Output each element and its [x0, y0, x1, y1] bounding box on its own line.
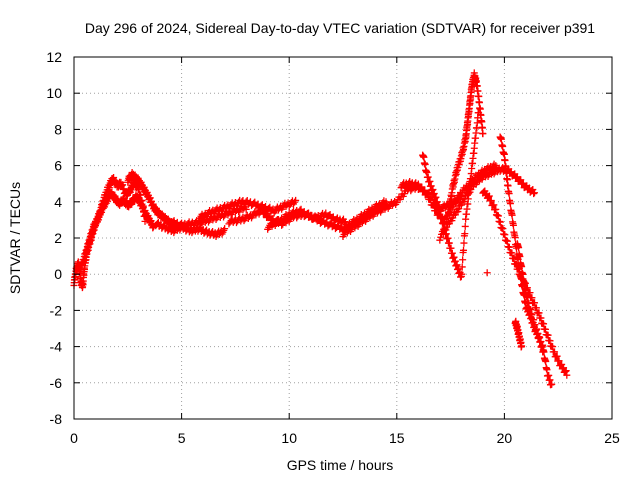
- series-arc13: [436, 164, 539, 244]
- data-point: [505, 190, 513, 198]
- data-point: [509, 221, 517, 229]
- data-point: [258, 206, 266, 214]
- y-tick-label: -6: [50, 375, 63, 391]
- data-point: [531, 189, 539, 197]
- x-tick-label: 10: [281, 430, 297, 446]
- x-tick-label: 5: [178, 430, 186, 446]
- data-point: [521, 279, 529, 287]
- y-tick-label: 10: [46, 85, 62, 101]
- data-point: [542, 357, 550, 365]
- data-point: [515, 244, 523, 252]
- series-arc10: [397, 160, 500, 227]
- data-point: [292, 196, 300, 204]
- data-point: [461, 230, 469, 238]
- data-point: [511, 234, 519, 242]
- data-point: [518, 342, 526, 350]
- data-point: [508, 211, 516, 219]
- data-point: [563, 371, 571, 379]
- series-arc18: [483, 269, 491, 277]
- data-point: [516, 252, 524, 260]
- x-axis-label: GPS time / hours: [287, 457, 394, 473]
- y-tick-label: 4: [54, 194, 62, 210]
- x-tick-label: 15: [389, 430, 405, 446]
- y-axis-ticks: -8 -6 -4 -2 0 2 4 6 8 10 12: [46, 49, 612, 427]
- series-arc15: [496, 133, 547, 356]
- data-point: [460, 246, 468, 254]
- data-points: [70, 69, 571, 389]
- series-arc12: [444, 69, 487, 217]
- data-point: [458, 270, 466, 278]
- data-point: [530, 190, 538, 198]
- series-arc17: [511, 317, 526, 351]
- y-tick-label: 6: [54, 158, 62, 174]
- x-tick-label: 0: [70, 430, 78, 446]
- data-point: [221, 225, 229, 233]
- y-tick-label: 8: [54, 121, 62, 137]
- chart-title: Day 296 of 2024, Sidereal Day-to-day VTE…: [85, 20, 595, 36]
- data-point: [242, 205, 250, 213]
- y-tick-label: 12: [46, 49, 62, 65]
- y-tick-label: 0: [54, 266, 62, 282]
- series-arc14: [479, 187, 571, 379]
- y-tick-label: -4: [50, 339, 63, 355]
- data-point: [519, 270, 527, 278]
- data-point: [543, 366, 551, 374]
- y-tick-label: 2: [54, 230, 62, 246]
- y-axis-label: SDTVAR / TECUs: [7, 182, 23, 294]
- y-tick-label: -8: [50, 411, 63, 427]
- data-point: [540, 348, 548, 356]
- data-point: [548, 380, 556, 388]
- x-tick-label: 20: [497, 430, 513, 446]
- series-arc2: [76, 188, 158, 275]
- data-point: [479, 130, 487, 138]
- data-point: [461, 222, 469, 230]
- data-point: [262, 209, 270, 217]
- data-point: [483, 269, 491, 277]
- data-point: [459, 256, 467, 264]
- data-point: [458, 263, 466, 271]
- data-point: [460, 239, 468, 247]
- series-arc16: [513, 240, 556, 389]
- series-arc6: [195, 196, 300, 224]
- x-axis-ticks: 0 5 10 15 20 25: [70, 57, 620, 446]
- data-point: [426, 196, 434, 204]
- data-point: [518, 263, 526, 271]
- y-tick-label: -2: [50, 302, 63, 318]
- x-tick-label: 25: [604, 430, 620, 446]
- data-point: [506, 200, 514, 208]
